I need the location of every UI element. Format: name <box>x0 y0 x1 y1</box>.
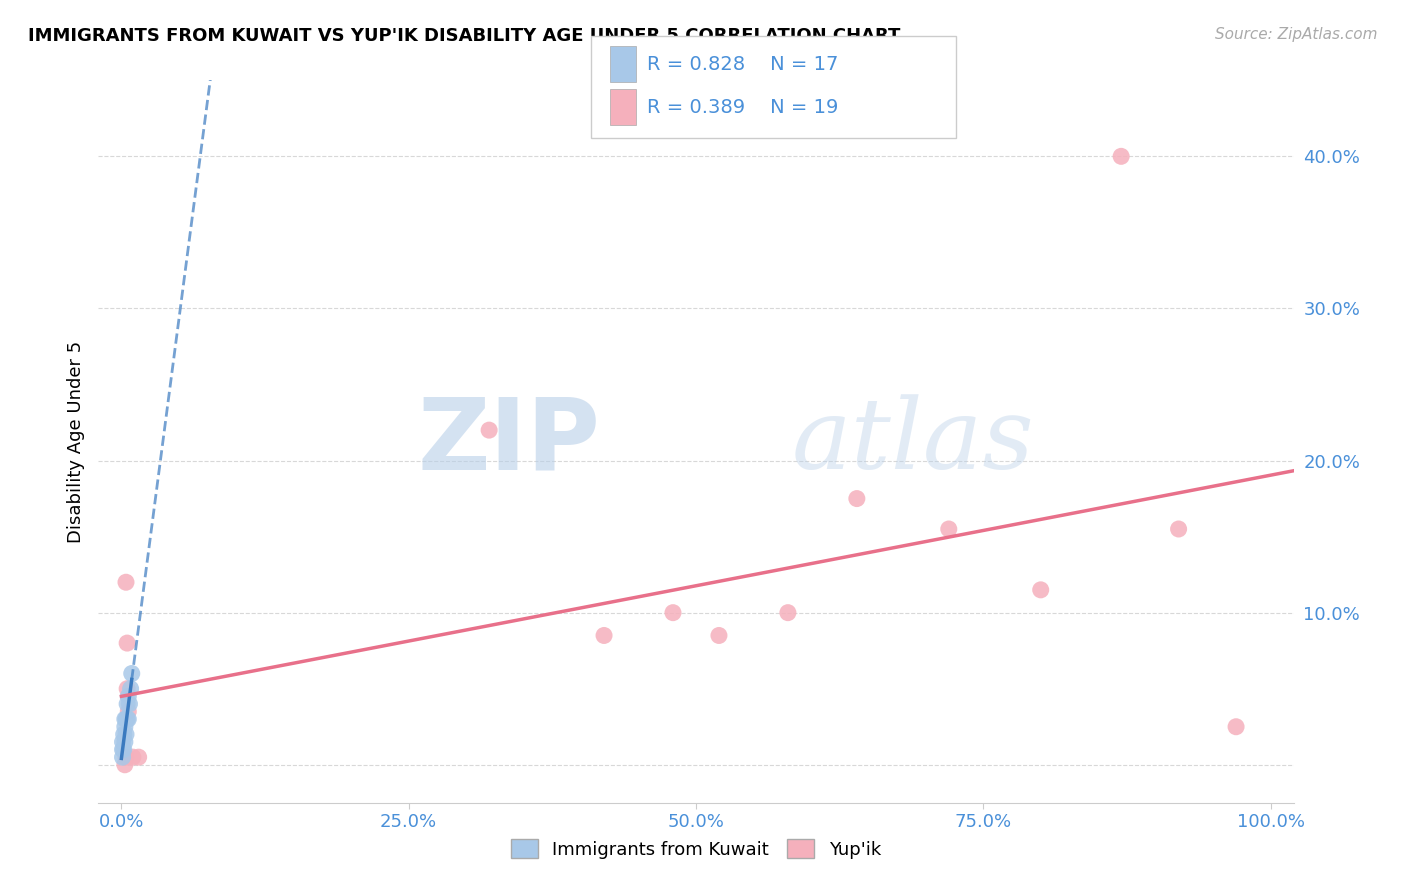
Point <box>114 720 136 734</box>
Point <box>662 606 685 620</box>
Point <box>122 750 145 764</box>
Point <box>112 727 135 741</box>
Point <box>938 522 960 536</box>
Point <box>114 757 136 772</box>
Text: Source: ZipAtlas.com: Source: ZipAtlas.com <box>1215 27 1378 42</box>
Legend: Immigrants from Kuwait, Yup'ik: Immigrants from Kuwait, Yup'ik <box>503 832 889 866</box>
Point <box>111 742 134 756</box>
Point <box>478 423 501 437</box>
Point <box>117 705 139 719</box>
Point <box>1167 522 1189 536</box>
Point <box>118 697 141 711</box>
Text: ZIP: ZIP <box>418 393 600 490</box>
Point <box>112 742 135 756</box>
Point <box>115 750 138 764</box>
Point <box>121 666 143 681</box>
Point <box>111 735 134 749</box>
Text: R = 0.828    N = 17: R = 0.828 N = 17 <box>647 54 838 74</box>
Point <box>120 681 142 696</box>
Point <box>114 735 136 749</box>
Point <box>115 727 138 741</box>
Point <box>115 712 138 726</box>
Point <box>117 712 139 726</box>
Point <box>114 712 136 726</box>
Point <box>845 491 868 506</box>
Point <box>593 628 616 642</box>
Point <box>128 750 150 764</box>
Point <box>111 750 134 764</box>
Text: R = 0.389    N = 19: R = 0.389 N = 19 <box>647 97 838 117</box>
Point <box>115 712 138 726</box>
Point <box>115 636 138 650</box>
Point <box>776 606 799 620</box>
Text: atlas: atlas <box>792 394 1035 489</box>
Y-axis label: Disability Age Under 5: Disability Age Under 5 <box>66 341 84 542</box>
Point <box>115 681 138 696</box>
Point <box>707 628 730 642</box>
Point <box>1109 149 1132 163</box>
Point <box>115 697 138 711</box>
Point <box>117 690 139 704</box>
Point <box>1225 720 1247 734</box>
Point <box>115 575 138 590</box>
Text: IMMIGRANTS FROM KUWAIT VS YUP'IK DISABILITY AGE UNDER 5 CORRELATION CHART: IMMIGRANTS FROM KUWAIT VS YUP'IK DISABIL… <box>28 27 900 45</box>
Point <box>1029 582 1052 597</box>
